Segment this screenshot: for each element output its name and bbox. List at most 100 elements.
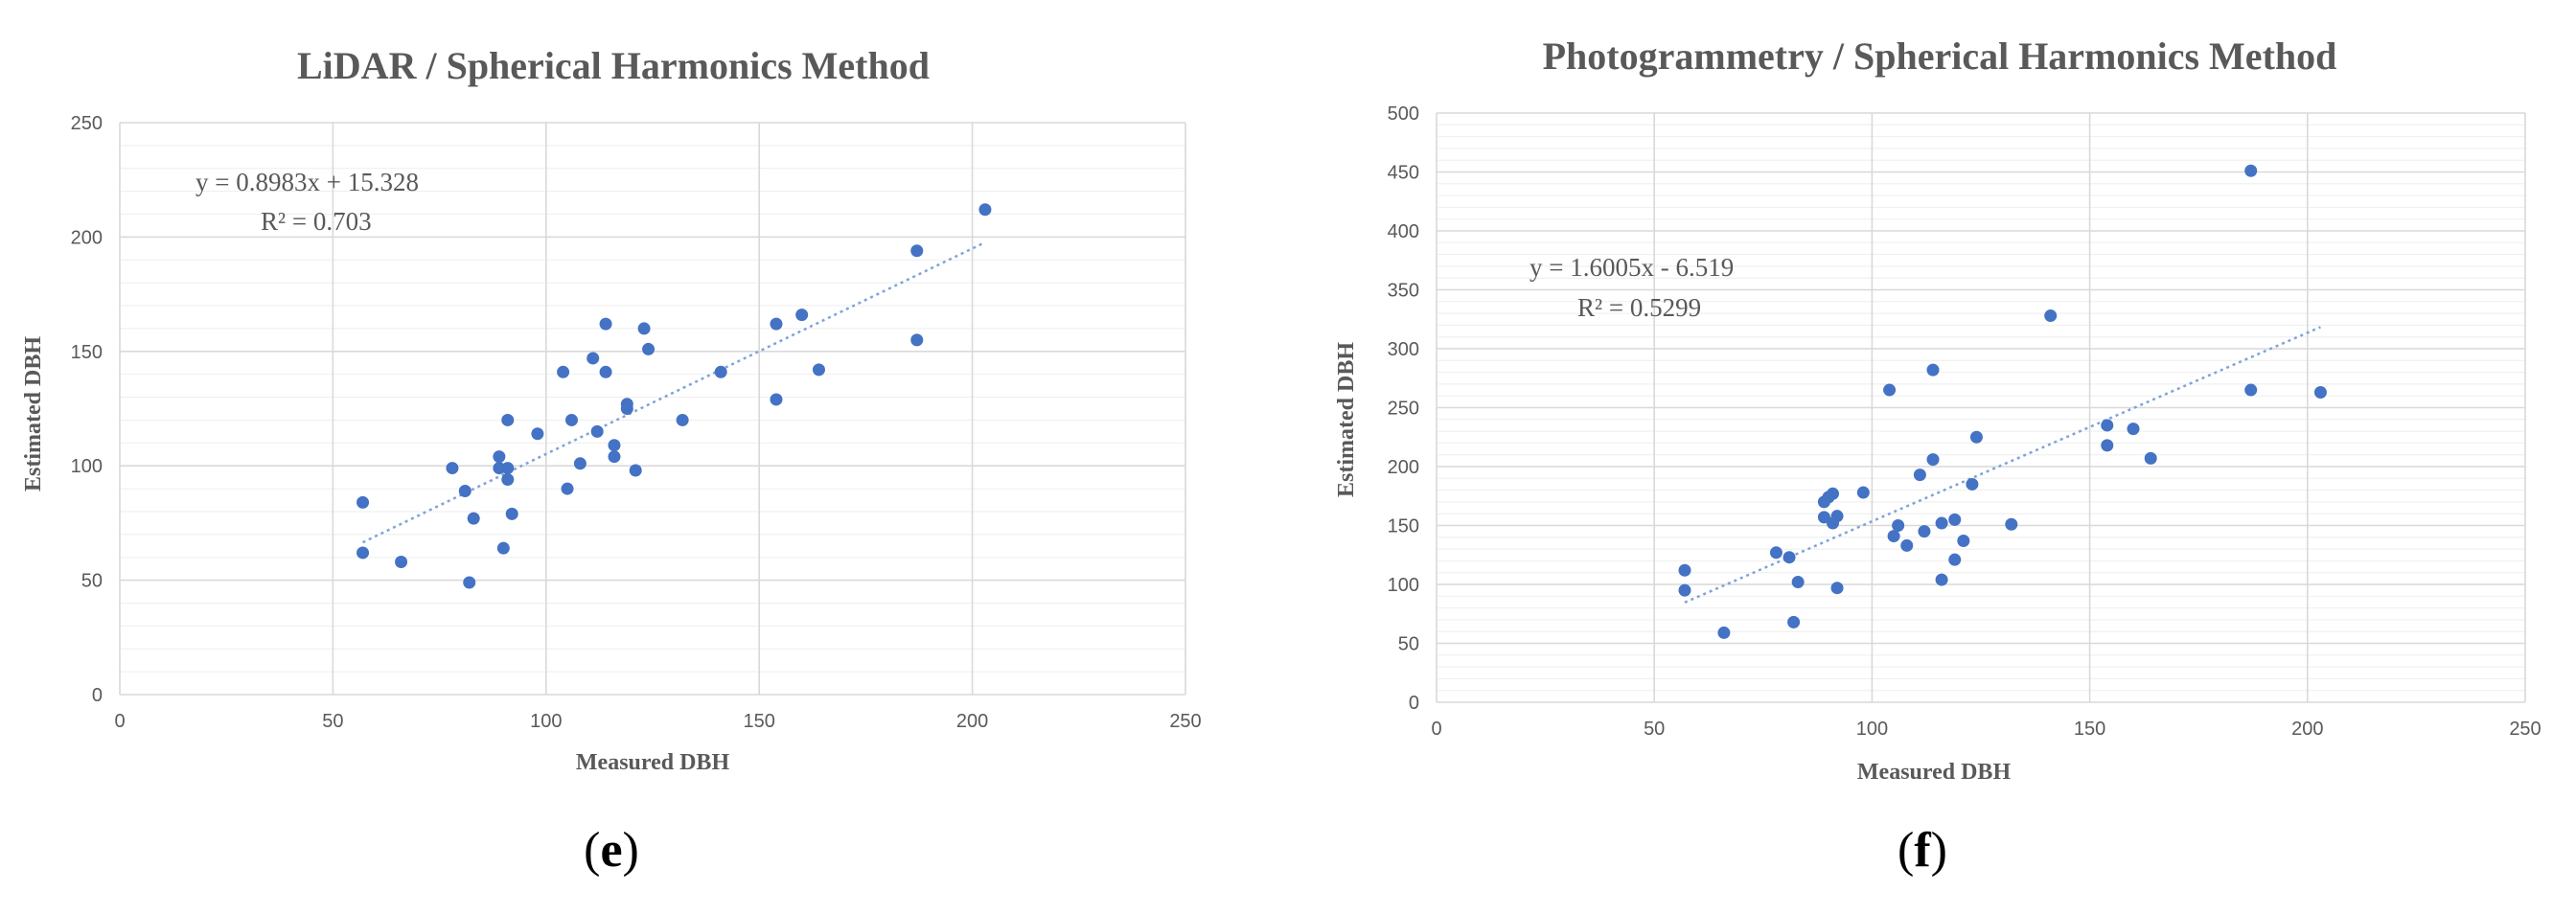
data-point xyxy=(561,482,574,495)
data-point xyxy=(676,413,689,426)
x-axis-label: Measured DBH xyxy=(1857,760,2012,785)
x-tick-label: 100 xyxy=(1856,719,1888,740)
y-tick-label: 0 xyxy=(92,685,103,706)
data-point xyxy=(356,495,370,509)
data-point xyxy=(642,342,656,355)
data-point xyxy=(608,439,621,452)
trendline-equation: y = 0.8983x + 15.328 xyxy=(196,168,419,196)
data-point xyxy=(493,450,506,464)
chart-title: Photogrammetry / Spherical Harmonics Met… xyxy=(1543,34,2337,78)
caption-letter: f xyxy=(1914,823,1931,878)
data-point xyxy=(1926,363,1940,377)
data-point xyxy=(1887,530,1900,543)
data-point xyxy=(1935,516,1948,530)
data-point xyxy=(557,365,570,378)
caption-close: ) xyxy=(622,823,639,878)
x-tick-label: 200 xyxy=(2291,719,2323,740)
panel-caption-f: (f) xyxy=(1827,822,2018,879)
data-point xyxy=(501,473,515,487)
data-point xyxy=(493,462,506,475)
data-point xyxy=(599,317,612,331)
caption-letter: e xyxy=(600,823,623,878)
data-point xyxy=(463,576,476,589)
data-point xyxy=(505,507,518,520)
data-point xyxy=(1913,468,1926,482)
y-tick-label: 500 xyxy=(1388,103,1419,125)
data-point xyxy=(501,462,515,475)
scatter-chart-e: LiDAR / Spherical Harmonics Method 0 50 10… xyxy=(21,44,1202,775)
data-point xyxy=(910,333,924,347)
x-tick-label: 150 xyxy=(2074,719,2105,740)
y-tick-label: 50 xyxy=(81,571,103,592)
y-tick-label: 150 xyxy=(71,342,103,363)
y-axis-label: Estimated DBH xyxy=(1334,342,1359,497)
data-point xyxy=(599,365,612,378)
y-tick-label: 50 xyxy=(1398,634,1419,655)
data-point xyxy=(586,352,600,365)
data-point xyxy=(1948,513,1962,526)
data-point xyxy=(770,393,783,406)
data-point xyxy=(1900,538,1914,552)
r-squared-label: R² = 0.5299 xyxy=(1577,293,1701,322)
y-tick-label: 200 xyxy=(71,227,103,248)
data-point xyxy=(608,450,621,464)
data-point xyxy=(1717,626,1731,639)
data-point xyxy=(2005,517,2018,531)
data-point xyxy=(501,413,515,426)
chart-panel-f: Photogrammetry / Spherical Harmonics Met… xyxy=(1288,0,2576,914)
data-point xyxy=(1769,546,1782,560)
data-point xyxy=(1883,383,1897,397)
data-point xyxy=(2101,419,2114,432)
y-tick-label: 250 xyxy=(1388,399,1419,420)
data-point xyxy=(356,546,370,560)
caption-close: ) xyxy=(1930,823,1947,878)
data-point xyxy=(564,413,578,426)
data-point xyxy=(1926,453,1940,467)
y-axis-label: Estimated DBH xyxy=(21,336,46,491)
data-point xyxy=(1830,582,1844,595)
data-point xyxy=(620,402,633,415)
data-point xyxy=(2313,386,2327,400)
r-squared-label: R² = 0.703 xyxy=(261,207,372,236)
data-point xyxy=(496,541,510,555)
data-point xyxy=(1892,519,1905,532)
data-point xyxy=(2244,164,2258,177)
x-tick-label: 150 xyxy=(744,711,775,732)
data-point xyxy=(446,462,459,475)
data-point xyxy=(1678,563,1691,577)
x-tick-label: 250 xyxy=(1169,711,1201,732)
caption-open: ( xyxy=(584,823,601,878)
y-tick-label: 450 xyxy=(1388,163,1419,184)
data-point xyxy=(1966,477,1979,491)
scatter-chart-f: Photogrammetry / Spherical Harmonics Met… xyxy=(1334,34,2542,785)
data-point xyxy=(2127,423,2140,436)
data-point xyxy=(1935,573,1948,586)
data-point xyxy=(1827,487,1840,500)
data-point xyxy=(467,512,480,525)
x-tick-label: 0 xyxy=(1431,719,1441,740)
data-point xyxy=(1791,576,1805,589)
data-point xyxy=(1957,534,1970,547)
data-point xyxy=(1830,510,1844,523)
chart-panel-e: LiDAR / Spherical Harmonics Method 0 50 10… xyxy=(21,44,1202,879)
data-point xyxy=(531,427,544,441)
y-tick-label: 250 xyxy=(71,113,103,134)
data-point xyxy=(1782,551,1796,564)
data-point xyxy=(1948,553,1962,566)
y-tick-label: 350 xyxy=(1388,281,1419,302)
x-tick-label: 200 xyxy=(956,711,988,732)
x-tick-label: 100 xyxy=(530,711,562,732)
trendline-equation: y = 1.6005x - 6.519 xyxy=(1530,253,1734,282)
x-tick-label: 250 xyxy=(2509,719,2541,740)
data-point xyxy=(1969,430,1983,444)
y-tick-label: 100 xyxy=(1388,575,1419,596)
x-tick-label: 50 xyxy=(322,711,343,732)
data-point xyxy=(2101,439,2114,452)
data-point xyxy=(395,555,408,568)
linear-trendline xyxy=(361,240,986,544)
data-point xyxy=(1678,583,1691,597)
data-point xyxy=(637,322,651,335)
panel-caption-e: (e) xyxy=(516,822,707,879)
data-point xyxy=(573,457,586,470)
data-point xyxy=(1856,486,1870,499)
